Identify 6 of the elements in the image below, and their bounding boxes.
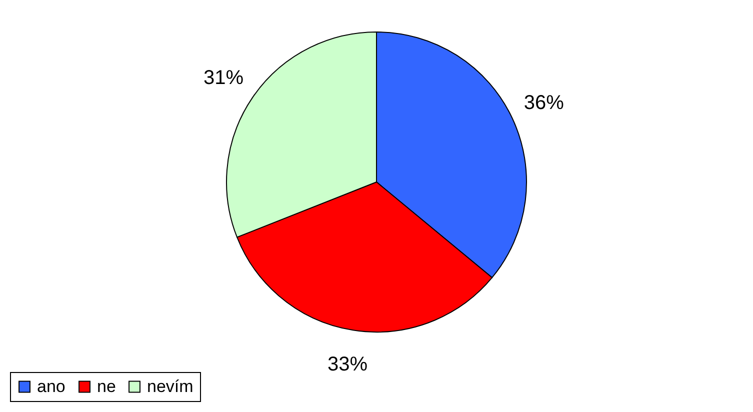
data-label: 33%	[328, 354, 368, 376]
data-label: 31%	[203, 67, 244, 90]
legend-label: nevím	[147, 376, 194, 396]
legend-label: ano	[37, 376, 66, 396]
legend-label: ne	[97, 376, 116, 396]
data-label: 36%	[524, 92, 564, 114]
